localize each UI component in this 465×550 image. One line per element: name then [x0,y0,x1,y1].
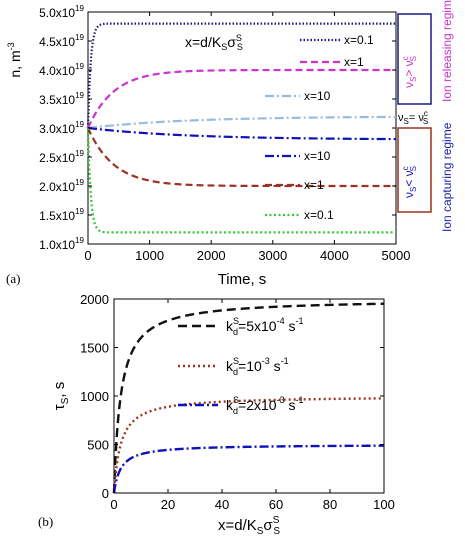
y-tick-label-a: 1.5x1019 [39,207,84,223]
x-tick-label-b: 0 [110,497,117,512]
x-ticks-a: 0 1000 2000 3000 4000 5000 [84,12,410,263]
x-axis-label-a: Time, s [218,271,267,288]
y-tick-label-b: 1000 [80,389,109,404]
release-inequality: νS> νcS [401,56,418,88]
series-line-b-2 [112,444,385,494]
y-axis-label-a: n, m-3 [6,42,23,77]
releasing-regime-label: Ion releasing regime [440,0,454,102]
y-tick-label-a: 5.0x1019 [39,4,84,20]
x-tick-label-b: 100 [373,497,395,512]
x-tick-label-a: 4000 [320,248,349,263]
x-tick-label-a: 1000 [135,248,164,263]
legend-label-b: kS d=10-3 s-1 [226,356,289,377]
panel-label-b: (b) [38,514,53,529]
releasing-regime-box [397,13,432,105]
x-tick-label-a: 3000 [258,248,287,263]
legend-label-a: x=10 [304,89,331,103]
y-tick-label-a: 3.0x1019 [39,120,84,136]
capture-inequality: νS< νcS [401,166,418,198]
y-tick-label-b: 1500 [80,341,109,356]
capturing-regime-label: Ion capturing regime [440,122,454,232]
y-ticks-b: 0 500 1000 1500 2000 [80,292,384,501]
legend-label-a: x=1 [344,55,364,69]
x-tick-label-b: 60 [269,497,283,512]
y-tick-label-a: 4.0x1019 [39,62,84,78]
y-tick-label-a: 2.0x1019 [39,178,84,194]
series-line-a-release-2 [87,115,397,130]
y-tick-label-b: 500 [87,438,109,453]
x-axis-label-b: x=d/KSσS S [218,515,280,537]
x-ticks-b: 0 20 40 60 80 100 [110,299,395,512]
panel-b: 0 500 1000 1500 2000 0 20 40 60 80 100 kS d=5x10-4… [38,292,395,537]
x-tick-label-a: 2000 [197,248,226,263]
series-line-a-capture-5 [86,127,396,234]
series-group-b [112,302,385,494]
y-tick-label-a: 4.5x1019 [39,33,84,49]
x-tick-label-a: 0 [84,248,91,263]
x-tick-label-b: 20 [161,497,175,512]
series-line-a-capture-3 [87,126,397,141]
panel-a: 1.0x1019 1.5x1019 2.0x1019 2.5x1019 3.0x1019… [6,0,454,288]
y-ticks-a: 1.0x1019 1.5x1019 2.0x1019 2.5x1019 3.0x1019… [39,4,396,252]
y-tick-label-b: 2000 [80,292,109,307]
legend-label-a: x=0.1 [304,208,334,222]
equal-label: νS= νc S [398,109,428,126]
x-param-label-a: x=d/KSσS S [185,33,243,52]
y-tick-label-a: 1.0x1019 [39,236,84,252]
legend-a: x=0.1 x=1 x=10 x=10 x=1 x=0.1 [265,33,374,222]
series-group-a [86,22,397,234]
legend-label-a: x=1 [304,178,324,192]
legend-b: kS d=5x10-4 s-1 kS d=10-3 s-1 kS d=2x10-3 s-1 [178,316,304,416]
y-tick-label-b: 0 [102,486,109,501]
legend-label-a: x=0.1 [344,33,374,47]
capturing-regime-box [397,127,432,213]
legend-label-b: kS d=2x10-3 s-1 [226,395,304,416]
series-line-a-capture-4 [86,127,396,188]
x-tick-label-a: 5000 [382,248,411,263]
x-tick-label-b: 40 [215,497,229,512]
series-line-b-0 [112,302,385,493]
x-tick-label-b: 80 [323,497,337,512]
series-line-b-1 [112,397,385,494]
legend-label-b: kS d=5x10-4 s-1 [226,316,304,337]
panel-label-a: (a) [6,271,20,286]
series-line-a-release-1 [86,68,396,129]
legend-label-a: x=10 [304,149,331,163]
y-tick-label-a: 3.5x1019 [39,91,84,107]
y-axis-label-b: τS, s [51,382,71,410]
y-tick-label-a: 2.5x1019 [39,149,84,165]
